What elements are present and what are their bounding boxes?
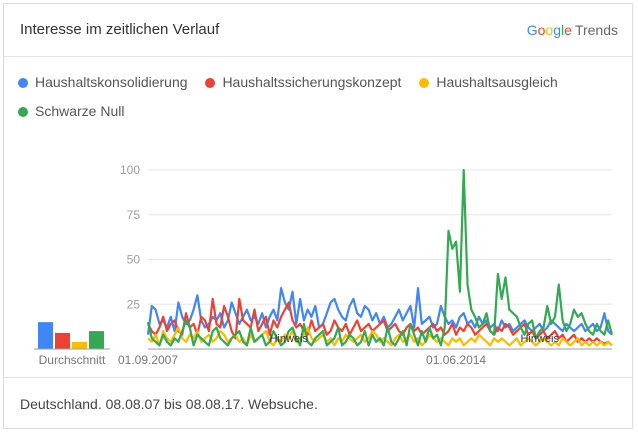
x-tick-label: 01.06.2014	[426, 353, 486, 367]
y-tick-label: 25	[127, 297, 141, 311]
y-tick-label: 75	[127, 208, 141, 222]
legend-dot-red	[205, 78, 216, 88]
card-footer: Deutschland. 08.08.07 bis 08.08.17. Webs…	[4, 377, 632, 428]
logo-letter-l: l	[561, 22, 565, 38]
chart-card: Interesse im zeitlichen Verlauf Google Tr…	[3, 3, 633, 429]
average-bar	[72, 341, 87, 349]
logo-letter-g: g	[553, 22, 562, 38]
average-bar	[55, 332, 70, 349]
logo-trends-text: Trends	[574, 22, 618, 38]
average-bar	[38, 322, 53, 349]
annotation-hinweis: Hinweis	[520, 333, 559, 345]
card-title: Interesse im zeitlichen Verlauf	[20, 21, 220, 38]
card-header: Interesse im zeitlichen Verlauf Google Tr…	[4, 4, 632, 57]
x-tick-label: 01.09.2007	[118, 353, 178, 367]
legend-label: Haushaltssicherungskonzept	[222, 74, 402, 90]
logo-letter-g: G	[526, 22, 538, 38]
legend-label: Haushaltskonsolidierung	[35, 74, 188, 90]
legend-item[interactable]: Haushaltssicherungskonzept	[205, 68, 401, 97]
logo-letter-o: o	[537, 22, 546, 38]
legend-dot-green	[18, 107, 28, 117]
legend-dot-blue	[18, 78, 28, 88]
annotation-hinweis: Hinweis	[269, 333, 308, 345]
chart-legend: Haushaltskonsolidierung Haushaltssicheru…	[18, 68, 618, 126]
series-line-4	[146, 168, 614, 347]
legend-dot-yellow	[419, 78, 430, 88]
average-label: Durchschnitt	[39, 353, 106, 367]
average-bar	[89, 331, 104, 349]
google-trends-logo: Google Trends	[527, 22, 618, 38]
logo-letter-e: e	[564, 22, 572, 38]
legend-item[interactable]: Haushaltskonsolidierung	[18, 68, 188, 97]
legend-item[interactable]: Schwarze Null	[18, 97, 124, 126]
legend-label: Schwarze Null	[35, 103, 125, 119]
y-tick-label: 100	[120, 163, 140, 177]
legend-item[interactable]: Haushaltsausgleich	[419, 68, 558, 97]
legend-label: Haushaltsausgleich	[436, 74, 558, 90]
series-line-3	[147, 326, 613, 347]
logo-letter-o: o	[545, 22, 554, 38]
y-tick-label: 50	[127, 253, 141, 267]
footer-text: Deutschland. 08.08.07 bis 08.08.17. Webs…	[20, 396, 318, 412]
